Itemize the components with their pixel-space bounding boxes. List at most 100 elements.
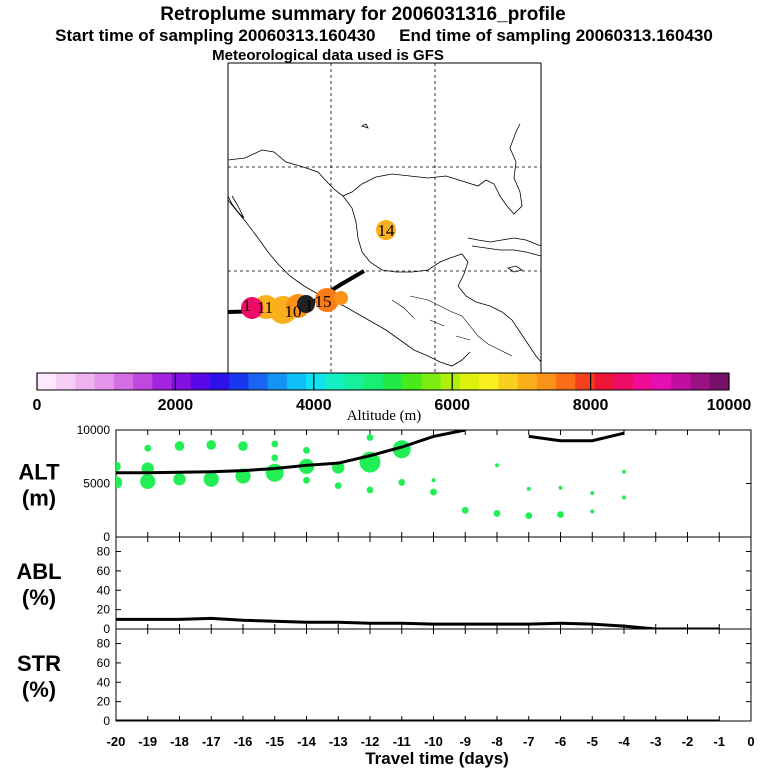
series-line-alt: [116, 430, 466, 475]
x-tick-label: -5: [586, 734, 598, 749]
x-tick-label: -14: [297, 734, 317, 749]
cluster-label: 1: [243, 296, 252, 315]
colorbar-swatch: [479, 373, 499, 390]
colorbar-swatch: [37, 373, 57, 390]
coastline-cuba: [467, 237, 541, 257]
altitude-bubble: [622, 495, 626, 500]
altitude-bubble: [116, 476, 123, 489]
altitude-bubble: [303, 476, 310, 484]
coastline-jamaica: [507, 265, 523, 273]
cluster-marker: [376, 220, 396, 240]
cluster-marker: [297, 295, 315, 313]
map-frame: [227, 62, 542, 374]
panel-ylabel: (m): [22, 486, 56, 511]
altitude-bubble: [206, 440, 217, 450]
panel-plot-area: [116, 430, 626, 519]
altitude-bubble: [526, 486, 531, 491]
coastline-baja: [228, 195, 245, 219]
colorbar-label: Altitude (m): [347, 408, 422, 424]
x-tick-label: -12: [361, 734, 380, 749]
x-tick-label: -3: [650, 734, 662, 749]
colorbar-swatch: [325, 373, 345, 390]
x-axis-label: Travel time (days): [365, 749, 509, 768]
colorbar-swatch: [536, 373, 557, 390]
altitude-bubble: [495, 463, 499, 468]
colorbar-swatch: [190, 373, 211, 390]
colorbar-swatch: [248, 373, 269, 390]
colorbar-swatch: [75, 373, 96, 390]
border-central-america: [391, 295, 513, 357]
panel-ylabel: ALT: [18, 460, 60, 485]
cluster-marker: [334, 291, 348, 305]
y-tick-label: 40: [97, 583, 111, 597]
coastline-us-gulf: [228, 123, 523, 215]
panel-abl: 0 20 40 60 80 ABL(%): [16, 536, 752, 636]
colorbar-swatch: [363, 373, 384, 390]
x-tick-label: -13: [329, 734, 348, 749]
x-tick-label: 0: [747, 734, 754, 749]
colorbar-swatch: [652, 373, 672, 390]
y-tick-label: 10000: [77, 423, 111, 437]
x-tick-label: -9: [459, 734, 471, 749]
y-tick-label: 20: [97, 695, 111, 709]
x-tick-label: -4: [618, 734, 630, 749]
map-panel: 14 15 11 10 1 1: [227, 62, 542, 374]
colorbar-tick-label: 4000: [296, 397, 332, 414]
x-tick-label: -17: [202, 734, 221, 749]
colorbar-swatch: [421, 373, 442, 390]
y-tick-label: 40: [97, 675, 111, 689]
altitude-bubble: [558, 485, 563, 490]
altitude-bubble: [461, 506, 469, 514]
met-data-line: Meteorological data used is GFS: [212, 47, 444, 64]
altitude-colorbar: 0 2000 4000 6000 8000 10000: [33, 372, 752, 414]
colorbar-swatch: [152, 373, 172, 390]
x-tick-label: -2: [682, 734, 694, 749]
colorbar-tick-label: 0: [33, 397, 42, 414]
colorbar-tick-label: 10000: [707, 397, 752, 414]
altitude-bubble: [140, 473, 156, 489]
altitude-bubble: [590, 491, 595, 496]
altitude-bubble: [366, 486, 374, 494]
colorbar-swatch: [440, 373, 461, 390]
colorbar-swatch: [94, 373, 115, 390]
altitude-bubble: [622, 469, 626, 474]
cluster-marker: [241, 297, 263, 319]
altitude-bubble: [431, 478, 436, 483]
time-series-panels: 0500010000ALT(m)020406080ABL(%)020406080…: [16, 423, 754, 749]
altitude-bubble: [334, 482, 342, 490]
colorbar-swatch: [56, 373, 76, 390]
colorbar-swatch: [383, 373, 403, 390]
altitude-bubble: [590, 509, 595, 514]
colorbar-swatch: [286, 373, 307, 390]
panel-ylabel: STR: [17, 651, 61, 676]
altitude-bubble: [271, 454, 279, 462]
colorbar-swatch: [690, 373, 711, 390]
colorbar-swatch: [113, 373, 134, 390]
cluster-marker: [315, 288, 339, 312]
y-tick-label: 80: [97, 545, 111, 559]
colorbar-swatch: [133, 373, 153, 390]
y-tick-label: 0: [103, 622, 110, 636]
colorbar-swatch: [709, 373, 730, 390]
altitude-bubble: [116, 461, 121, 472]
y-tick-label: 0: [103, 714, 110, 728]
cluster-label: 15: [315, 292, 332, 311]
x-tick-label: -6: [555, 734, 567, 749]
colorbar-swatch: [267, 373, 288, 390]
colorbar-swatch: [556, 373, 576, 390]
colorbar-swatch: [306, 373, 326, 390]
y-tick-label: 80: [97, 637, 111, 651]
y-tick-label: 0: [103, 530, 110, 544]
cluster-label: 1: [305, 296, 314, 315]
colorbar-swatch: [210, 373, 230, 390]
panel-ylabel: (%): [22, 677, 56, 702]
series-line-segment: [528, 431, 625, 443]
panel-ylabel: ABL: [16, 559, 61, 584]
panel-plot-area: [116, 616, 720, 629]
cluster-label: 10: [285, 302, 302, 321]
colorbar-swatch: [459, 373, 480, 390]
panel-str: 0 20 40 60 80 STR(%): [17, 628, 752, 728]
panel-frame: [115, 628, 752, 722]
colorbar-swatch: [402, 373, 422, 390]
